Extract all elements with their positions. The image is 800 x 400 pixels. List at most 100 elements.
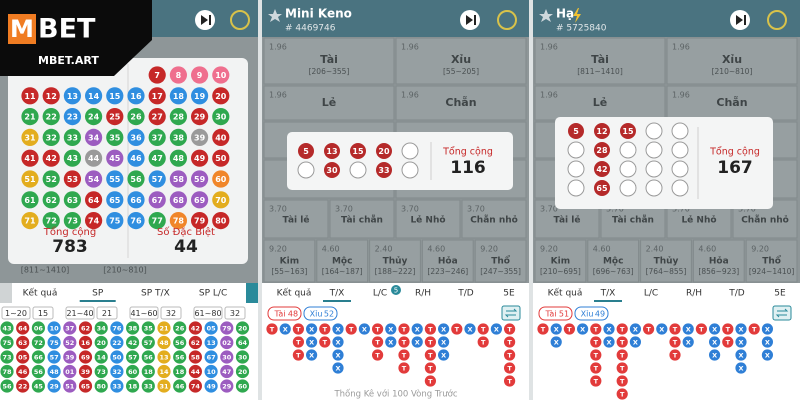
bet-range: [206~355] — [309, 67, 350, 76]
stat-ball — [173, 379, 187, 393]
tab: SP — [92, 289, 104, 299]
number-ball-number: 57 — [152, 175, 163, 184]
road-letter: X — [606, 326, 611, 334]
swap-glyph — [775, 308, 789, 318]
number-ball-number: 8 — [176, 71, 182, 80]
bet-range: [811~1410] — [577, 67, 623, 76]
number-ball-number: 30 — [215, 113, 227, 122]
road-bead — [477, 323, 489, 335]
number-ball — [212, 87, 230, 105]
road-bead — [643, 323, 655, 335]
coin-button[interactable] — [497, 10, 517, 30]
bet-cell — [692, 239, 745, 283]
road-letter: X — [633, 326, 638, 334]
number-ball — [645, 160, 663, 178]
odds: 4.60 — [593, 245, 611, 254]
number-ball — [63, 170, 81, 188]
logo-site: MBET.ART — [38, 54, 99, 67]
road-letter: T — [673, 326, 678, 334]
road-bead — [682, 336, 694, 348]
stat-ball — [235, 335, 250, 350]
road-letter: X — [580, 326, 585, 334]
number-ball-number: 61 — [24, 196, 36, 205]
stat-ball-number: 56 — [34, 368, 44, 376]
stat-ball-number: 43 — [2, 325, 11, 333]
road-letter: X — [362, 326, 367, 334]
bet-cell — [666, 85, 798, 121]
total-label: Tổng cộng — [709, 147, 760, 158]
road-letter: T — [620, 326, 625, 334]
stat-ball-number: 05 — [18, 354, 28, 362]
number-ball — [127, 128, 145, 146]
tab: T/D — [457, 289, 474, 299]
road-letter: X — [712, 352, 717, 360]
stat-ball-number: 20 — [97, 339, 107, 347]
number-ball-number: 78 — [173, 217, 185, 226]
stat-ball — [141, 350, 155, 364]
stat-ball-number: 37 — [65, 325, 74, 333]
road-bead — [577, 323, 589, 335]
number-ball — [106, 149, 124, 167]
footer: Thống Kê với 100 Vòng Trước — [333, 389, 457, 400]
road-letter: X — [309, 339, 314, 347]
bet-label: Lẻ Nhỏ — [410, 215, 445, 226]
road-bead — [504, 336, 516, 348]
road-letter: X — [335, 339, 340, 347]
number-ball — [21, 128, 39, 146]
road-bg — [533, 303, 800, 400]
road-letter: X — [712, 326, 717, 334]
tab: 5E — [503, 289, 515, 299]
road-letter: X — [441, 339, 446, 347]
number-ball — [63, 108, 81, 126]
number-ball-number: 28 — [173, 113, 185, 122]
road-bead — [292, 323, 304, 335]
road-bead — [748, 323, 760, 335]
swap-button[interactable] — [501, 305, 521, 321]
stat-ball-number: 38 — [128, 325, 138, 333]
number-ball — [106, 108, 124, 126]
stat-ball-number: 18 — [144, 368, 154, 376]
stat-ball-number: 50 — [112, 354, 122, 362]
number-ball-number: 12 — [596, 127, 607, 136]
road-letter: X — [309, 352, 314, 360]
number-ball — [212, 128, 230, 146]
road-bead — [358, 323, 370, 335]
stat-ball-number: 33 — [112, 383, 121, 391]
odds: 2.40 — [375, 245, 393, 254]
tab: Kết quả — [548, 288, 583, 299]
range-count: 21 — [102, 309, 112, 318]
number-ball — [21, 191, 39, 209]
road-letter: T — [507, 339, 512, 347]
road-bead — [590, 375, 602, 387]
number-ball-number: 33 — [67, 133, 78, 142]
swap-button[interactable] — [772, 305, 792, 321]
odds: 1.96 — [401, 91, 419, 100]
coin-button[interactable] — [767, 10, 787, 30]
stat-ball — [235, 350, 250, 364]
number-ball — [212, 170, 230, 188]
coin-button[interactable] — [230, 10, 250, 30]
bet-range: [696~763] — [593, 267, 634, 276]
bet-cell — [745, 239, 798, 283]
stat-ball — [157, 364, 171, 379]
stat-ball-number: 10 — [207, 368, 217, 376]
road-bead — [398, 323, 410, 335]
road-bead — [477, 336, 489, 348]
number-ball — [63, 212, 81, 230]
bet-label: Tài chẵn — [341, 215, 383, 226]
road-letter: T — [428, 339, 433, 347]
number-ball-number: 11 — [24, 92, 36, 101]
road-bead — [563, 323, 576, 335]
behind-range: [210~810] — [103, 266, 146, 275]
number-ball — [85, 87, 103, 105]
range-label: 21~40 — [66, 309, 93, 318]
road-letter: T — [296, 352, 301, 360]
number-ball-number: 9 — [197, 71, 203, 80]
road-letter: T — [726, 326, 731, 334]
number-ball — [106, 87, 124, 105]
bet-cell — [263, 85, 395, 121]
play-glyph — [736, 15, 746, 25]
road-letter: T — [541, 326, 546, 334]
stat-ball-number: 80 — [97, 383, 107, 391]
stat-ball — [47, 350, 61, 364]
